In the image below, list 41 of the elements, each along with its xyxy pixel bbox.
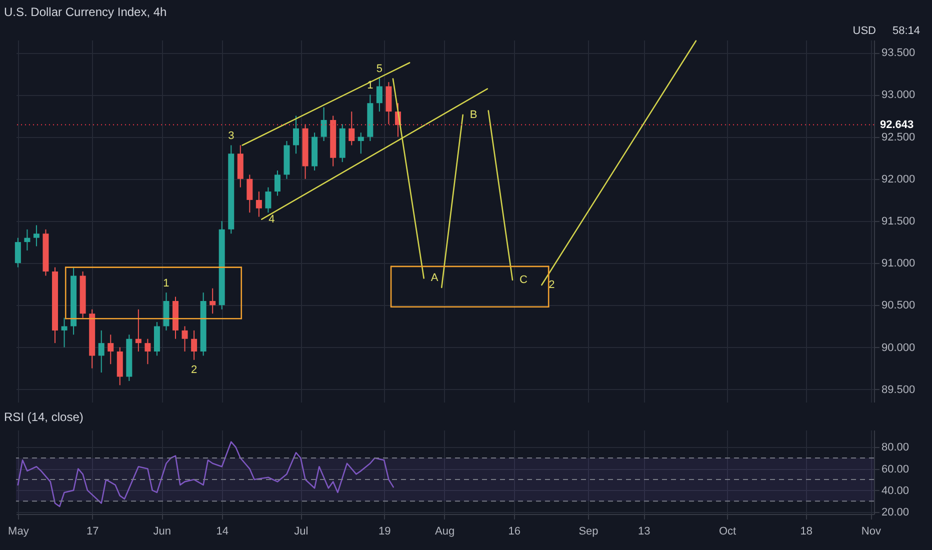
y-tick-label: 90.500 [882,300,916,312]
x-tick-label: May [8,526,30,538]
x-tick-label: 16 [508,526,520,538]
annotation: 4 [268,213,275,226]
annotation: 2 [190,364,198,376]
x-tick-label: 19 [378,526,391,538]
text: 58:14 [892,25,920,37]
chart-title: U.S. Dollar Currency Index, 4h [4,5,167,19]
annotation: B [470,108,478,121]
chart-title: RSI (14, close) [4,410,84,424]
y-tick-label: 90.000 [882,342,916,354]
y-tick-label: 92.000 [882,173,916,186]
ref-line-label: 92.643 [880,118,914,131]
y-tick-label: 40.00 [882,484,910,497]
annotation: 5 [376,62,382,75]
x-tick-label: Sep [578,526,598,538]
annotation: 1 [367,80,374,92]
annotation: 2 [548,278,555,291]
x-tick-label: Nov [861,526,882,538]
x-tick-label: 13 [638,526,650,538]
annotation: C [519,274,528,286]
x-tick-label: 14 [216,526,228,538]
x-tick-label: 17 [86,526,99,538]
y-tick-label: 93.500 [882,47,916,60]
y-tick-label: 92.500 [882,131,916,144]
y-tick-label: 20.00 [882,506,910,518]
annotation: 1 [163,278,170,290]
y-tick-label: 93.000 [882,89,916,102]
annotation: A [430,272,439,284]
y-tick-label: 91.500 [882,216,916,228]
y-tick-label: 80.00 [882,442,910,454]
x-tick-label: Jul [294,526,308,538]
y-tick-label: 91.000 [882,258,916,270]
x-tick-label: 18 [800,526,812,538]
x-tick-label: Oct [718,526,736,538]
y-tick-label: 89.500 [882,384,916,396]
annotation: 3 [228,130,234,142]
text: USD [852,25,876,37]
x-tick-label: Jun [153,526,171,538]
x-tick-label: Aug [435,526,455,538]
y-tick-label: 60.00 [882,463,910,476]
